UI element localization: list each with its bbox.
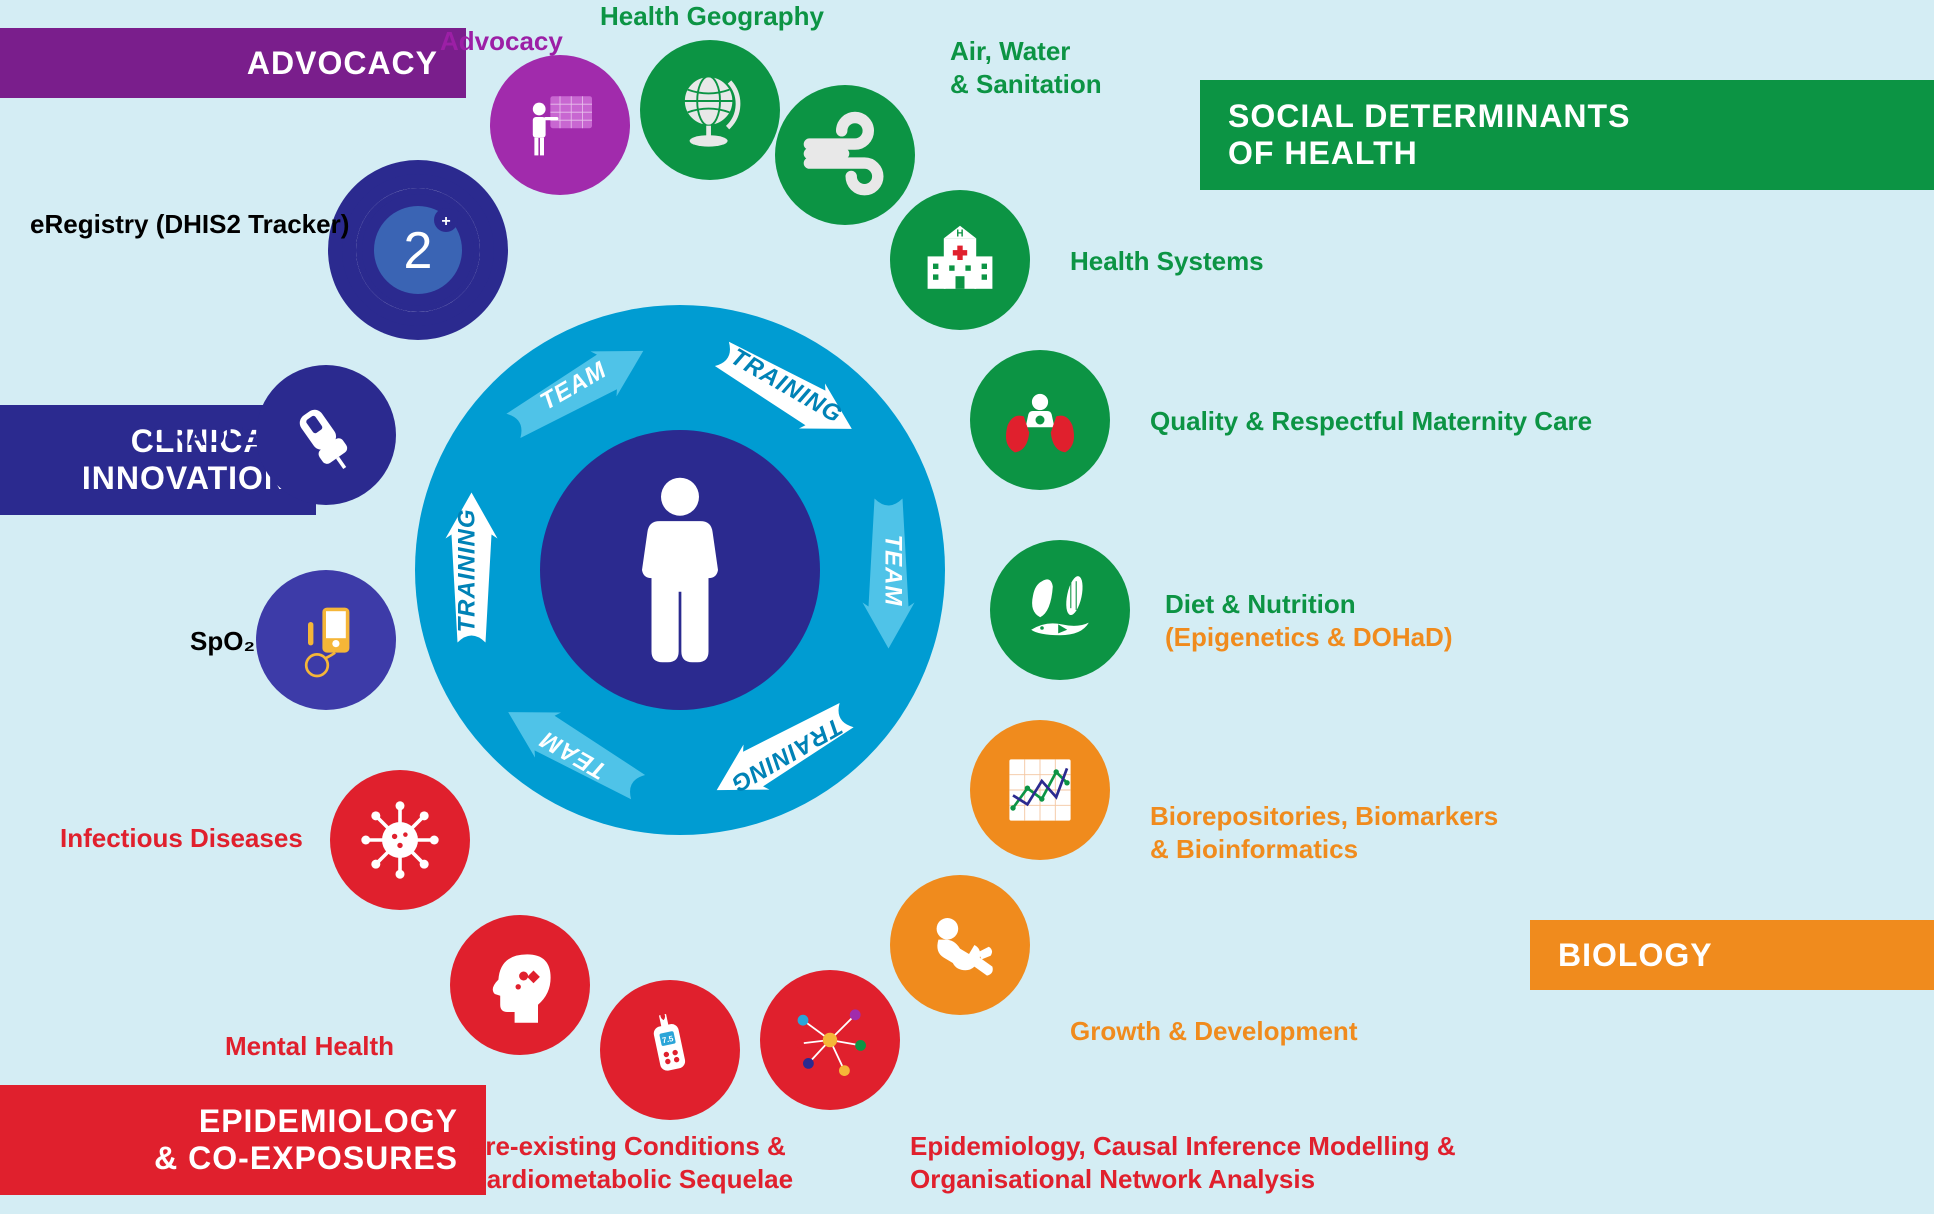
air-icon xyxy=(798,108,893,203)
node-infectious-label: Infectious Diseases xyxy=(60,822,303,855)
banner-biology: BIOLOGY xyxy=(1530,920,1934,990)
cradle-icon xyxy=(281,390,371,480)
geo-icon xyxy=(663,63,758,158)
banner-epi-text: EPIDEMIOLOGY & CO-EXPOSURES xyxy=(154,1103,458,1177)
banner-social-text: SOCIAL DETERMINANTS OF HEALTH xyxy=(1228,98,1630,172)
svg-text:+: + xyxy=(441,213,450,230)
node-mental xyxy=(450,915,590,1055)
node-eregistry-label: eRegistry (DHIS2 Tracker) xyxy=(30,208,349,241)
node-biomarkers xyxy=(970,720,1110,860)
banner-biology-text: BIOLOGY xyxy=(1558,937,1713,974)
node-infectious xyxy=(330,770,470,910)
node-growth-label: Growth & Development xyxy=(1070,1015,1357,1048)
epi-model-icon xyxy=(785,995,875,1085)
node-air-label: Air, Water & Sanitation xyxy=(950,35,1102,100)
node-systems: H xyxy=(890,190,1030,330)
banner-social: SOCIAL DETERMINANTS OF HEALTH xyxy=(1200,80,1934,190)
node-growth xyxy=(890,875,1030,1015)
cycle-label: TRAINING xyxy=(454,500,482,640)
mental-icon xyxy=(475,940,565,1030)
quality-icon xyxy=(995,375,1085,465)
node-preexist-label: Pre-existing Conditions & Cardiometaboli… xyxy=(468,1130,793,1195)
node-advocacy xyxy=(490,55,630,195)
node-quality-label: Quality & Respectful Maternity Care xyxy=(1150,405,1592,438)
advocacy-icon xyxy=(520,85,600,165)
node-diet-label: Diet & Nutrition(Epigenetics & DOHaD) xyxy=(1165,588,1453,653)
node-systems-label: Health Systems xyxy=(1070,245,1264,278)
node-diet xyxy=(990,540,1130,680)
banner-advocacy-text: ADVOCACY xyxy=(247,45,438,82)
node-air xyxy=(775,85,915,225)
infectious-icon xyxy=(355,795,445,885)
node-geo-label: Health Geography xyxy=(600,0,824,33)
node-spo2-label: SpO₂ xyxy=(190,625,255,658)
node-cradle xyxy=(256,365,396,505)
node-epi-model xyxy=(760,970,900,1110)
diet-icon xyxy=(1015,565,1105,655)
spo2-icon xyxy=(281,595,371,685)
mother-child-icon xyxy=(610,475,750,665)
node-epi-model-label: Epidemiology, Causal Inference Modelling… xyxy=(910,1130,1456,1195)
node-geo xyxy=(640,40,780,180)
node-advocacy-label: Advocacy xyxy=(440,25,563,58)
banner-epi: EPIDEMIOLOGY & CO-EXPOSURES xyxy=(0,1085,486,1195)
growth-icon xyxy=(915,900,1005,990)
cycle-label: TEAM xyxy=(879,500,907,640)
node-preexist: 7.5 xyxy=(600,980,740,1120)
node-spo2 xyxy=(256,570,396,710)
banner-advocacy: ADVOCACY xyxy=(0,28,466,98)
node-eregistry: 2+ xyxy=(342,174,494,326)
preexist-icon: 7.5 xyxy=(625,1005,715,1095)
systems-icon: H xyxy=(915,215,1005,305)
svg-text:2: 2 xyxy=(404,222,433,280)
node-diet-sublabel: (Epigenetics & DOHaD) xyxy=(1165,621,1453,654)
hub-inner-circle xyxy=(540,430,820,710)
svg-text:H: H xyxy=(956,229,963,240)
infographic-stage: ADVOCACY CLINICAL INNOVATION EPIDEMIOLOG… xyxy=(0,0,1934,1214)
node-cradle-label: CRADLE xyxy=(150,420,258,453)
node-biomarkers-label: Biorepositories, Biomarkers & Bioinforma… xyxy=(1150,800,1498,865)
node-mental-label: Mental Health xyxy=(225,1030,394,1063)
node-quality xyxy=(970,350,1110,490)
biomarkers-icon xyxy=(995,745,1085,835)
eregistry-icon: 2+ xyxy=(358,190,478,310)
